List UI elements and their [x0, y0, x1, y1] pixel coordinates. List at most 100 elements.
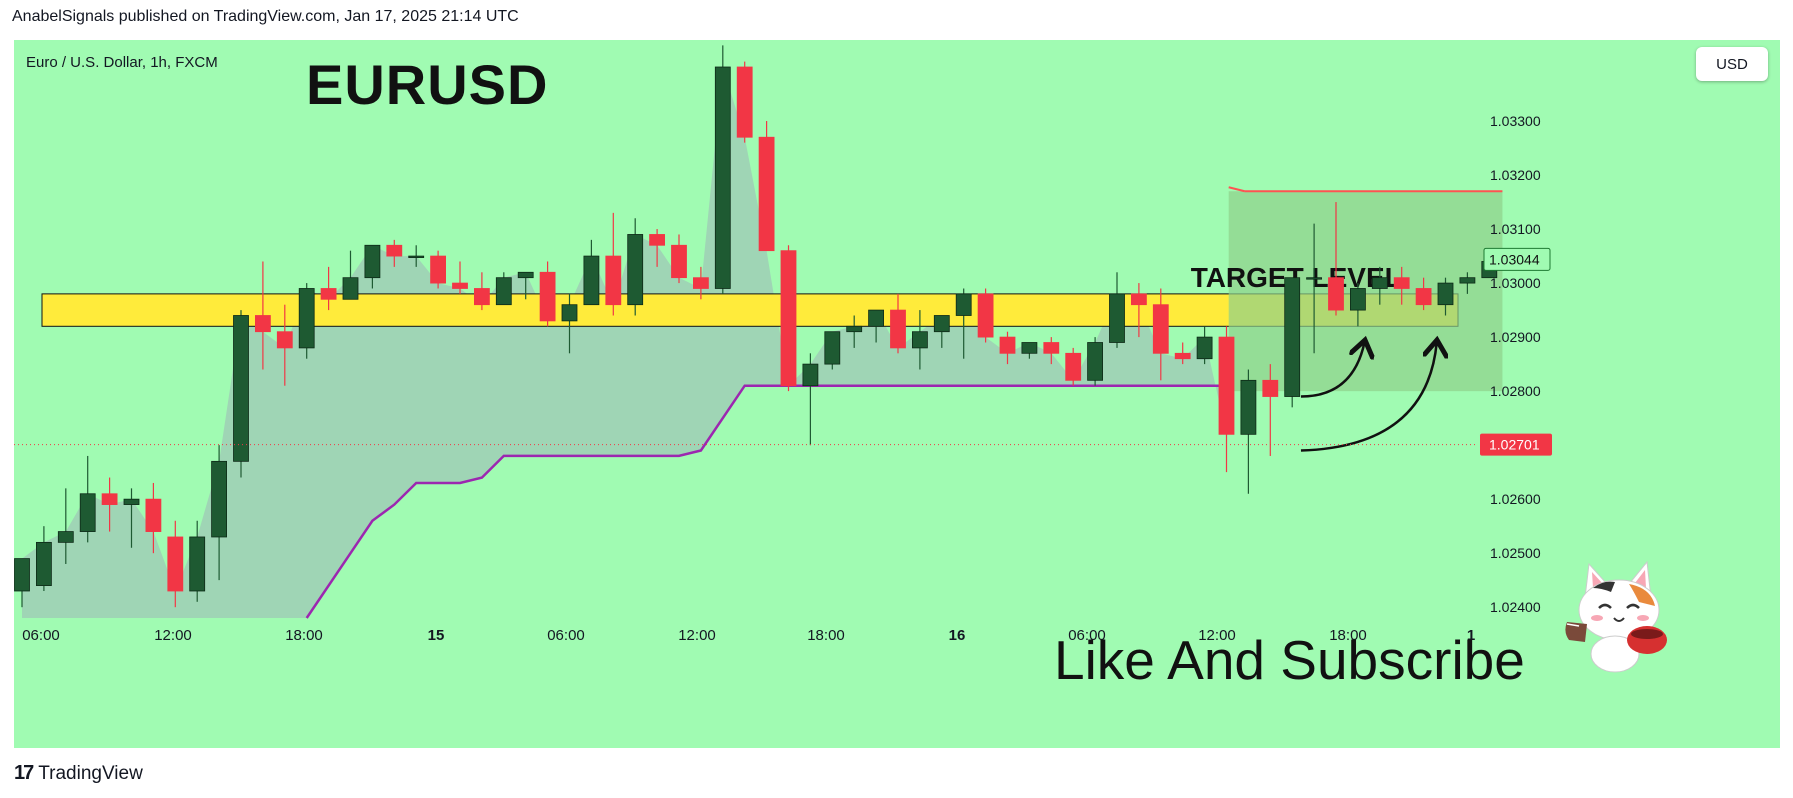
y-tick-label: 1.02900	[1490, 329, 1541, 345]
candle-body	[802, 363, 819, 387]
x-tick-label: 12:00	[678, 627, 716, 644]
candle-body	[977, 293, 994, 338]
candle-body	[1109, 293, 1125, 343]
candle-body	[1152, 304, 1169, 354]
candle-body	[736, 66, 753, 138]
arrow-1	[1300, 343, 1365, 398]
shaded-area	[22, 67, 1227, 619]
x-tick-label: 12:00	[1198, 627, 1236, 644]
candle-body	[627, 234, 644, 306]
candle-body	[254, 315, 271, 333]
candle-body	[846, 325, 863, 333]
candle-body	[1043, 342, 1060, 354]
y-tick-label: 1.03000	[1490, 275, 1541, 291]
candle-body	[933, 315, 950, 333]
candle-body	[1174, 352, 1191, 360]
candle-body	[320, 288, 337, 300]
candle-body	[955, 293, 972, 316]
candle-body	[868, 309, 884, 327]
candle-body	[495, 277, 512, 306]
candle-body	[1240, 379, 1257, 435]
candle-body	[1087, 342, 1103, 381]
candle-body	[35, 541, 52, 586]
candle-body	[539, 271, 556, 322]
y-tick-label: 1.02400	[1490, 599, 1541, 615]
candle-body	[517, 271, 534, 279]
candle-body	[1262, 379, 1279, 397]
x-tick-label: 1	[1467, 627, 1475, 644]
candle-body	[583, 255, 600, 306]
arrow-2	[1300, 343, 1437, 452]
target-line-start	[1228, 186, 1245, 193]
x-tick-label: 06:00	[22, 627, 60, 644]
candle-body	[167, 536, 184, 592]
x-tick-label: 18:00	[285, 627, 323, 644]
candle-body	[473, 288, 490, 306]
x-tick-label: 12:00	[154, 627, 192, 644]
currency-button[interactable]: USD	[1696, 47, 1768, 81]
x-tick-label: 06:00	[547, 627, 585, 644]
candle-body	[1196, 336, 1213, 360]
chart-panel[interactable]: TARGET LEVEL 1.03300 1.03200 1.03100 1.0300…	[14, 40, 1780, 748]
candle-body	[561, 304, 578, 322]
candle-body	[452, 282, 468, 289]
candle-body	[714, 66, 731, 289]
candle-body	[824, 331, 841, 365]
candle-body	[1328, 277, 1344, 311]
candle-body	[1459, 277, 1476, 284]
candle-body	[1437, 282, 1454, 306]
like-and-subscribe-text: Like And Subscribe	[1054, 629, 1525, 691]
x-tick-label: 15	[428, 627, 445, 644]
candle-body	[1131, 293, 1147, 306]
symbol-info[interactable]: Euro / U.S. Dollar, 1h, FXCM	[26, 54, 218, 71]
candlestick-chart[interactable]: TARGET LEVEL 1.033001.032001.031001.0300…	[14, 40, 1780, 748]
candle-body	[1284, 277, 1301, 397]
tradingview-logo-icon: 17	[14, 762, 34, 784]
candle-body	[890, 309, 906, 349]
support-zone	[41, 293, 1459, 327]
candle-body	[189, 536, 206, 592]
y-tick-label: 1.03200	[1490, 167, 1541, 183]
candle-body	[145, 498, 162, 532]
publisher-line: AnabelSignals published on TradingView.c…	[12, 8, 519, 25]
candle-body	[671, 244, 687, 279]
candle-body	[1393, 277, 1410, 289]
candle-body	[123, 498, 140, 505]
candle-body	[693, 277, 709, 289]
candle-body	[342, 277, 359, 300]
marker-price-label: 1.02701	[1489, 437, 1540, 453]
candle-body	[364, 244, 381, 279]
tradingview-logo[interactable]: 17 TradingView	[14, 762, 143, 785]
y-tick-label: 1.02600	[1490, 491, 1541, 507]
candle-body	[758, 136, 775, 252]
candle-body	[1371, 277, 1388, 289]
trailing-line	[305, 384, 1227, 619]
candle-body	[649, 234, 665, 246]
y-tick-label: 1.02800	[1490, 383, 1541, 399]
candle-body	[1306, 277, 1322, 280]
candle-body	[101, 493, 118, 505]
candle-body	[1415, 288, 1432, 306]
candle-body	[1065, 352, 1082, 381]
candle-body	[386, 244, 403, 257]
candle-body	[14, 558, 30, 592]
current-price-tag	[1483, 247, 1551, 271]
candle-body	[1021, 342, 1038, 354]
cat-mascot-icon	[1565, 560, 1667, 673]
candle-body	[1218, 336, 1235, 435]
marker-price-tag	[1480, 433, 1552, 456]
y-tick-label: 1.02500	[1490, 545, 1541, 561]
candle-body	[605, 255, 622, 306]
brand-label: TradingView	[38, 762, 143, 784]
candle-body	[408, 255, 425, 258]
candle-body	[780, 250, 797, 387]
candle-body	[298, 288, 315, 349]
candle-body	[999, 336, 1016, 354]
candle-body	[211, 460, 228, 538]
candle-body	[233, 315, 249, 462]
candle-body	[912, 331, 928, 349]
y-tick-label: 1.03300	[1490, 113, 1541, 129]
candle-body	[57, 531, 74, 543]
candle-body	[1350, 288, 1366, 311]
current-price-label: 1.03044	[1489, 251, 1540, 267]
